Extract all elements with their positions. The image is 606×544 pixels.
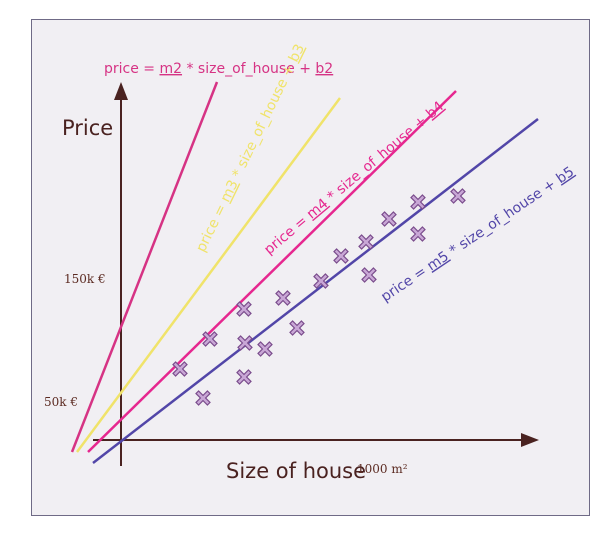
equation-middle: * size_of_house + [321,110,433,208]
line-m5 [92,118,539,464]
y-tick-label-150k: 150k € [64,272,106,286]
line-m3 [75,97,342,453]
data-point-marker [195,390,211,406]
equation-prefix: price = [193,198,232,255]
x-unit-label: 1000 m² [357,462,408,476]
data-point-marker [237,335,253,351]
equation-middle: * size_of_house + [182,61,315,77]
data-point-marker [450,188,466,204]
data-point-marker [361,267,377,283]
equation-label-m5: price = m5 * size_of_house + b5 [378,164,577,305]
data-points [172,188,466,406]
line-m2 [70,81,219,453]
equation-label-m2: price = m2 * size_of_house + b2 [104,61,333,77]
equation-slope: m2 [159,61,182,77]
data-point-marker [333,248,349,264]
data-point-marker [257,341,273,357]
equation-intercept: b3 [286,42,308,65]
axes [93,82,539,466]
equation-prefix: price = [261,210,314,258]
data-point-marker [236,301,252,317]
equation-prefix: price = [104,61,159,77]
data-point-marker [236,369,252,385]
data-point-marker [172,361,188,377]
data-point-marker [313,273,329,289]
data-point-marker [202,331,218,347]
equation-prefix: price = [378,261,433,305]
y-axis-title: Price [62,116,113,140]
data-point-marker [410,194,426,210]
equation-intercept: b2 [315,61,333,77]
y-tick-label-50k: 50k € [44,395,78,409]
y-axis-arrow-icon [114,82,128,100]
regression-lines [70,81,539,464]
equation-middle: * size_of_house + [443,174,563,262]
line-m4 [87,90,457,453]
x-axis-title: Size of house [226,459,366,483]
data-point-marker [289,320,305,336]
data-point-marker [358,234,374,250]
data-point-marker [275,290,291,306]
x-axis-arrow-icon [521,433,539,447]
diagram-frame [31,19,590,516]
data-point-marker [410,226,426,242]
data-point-marker [381,211,397,227]
